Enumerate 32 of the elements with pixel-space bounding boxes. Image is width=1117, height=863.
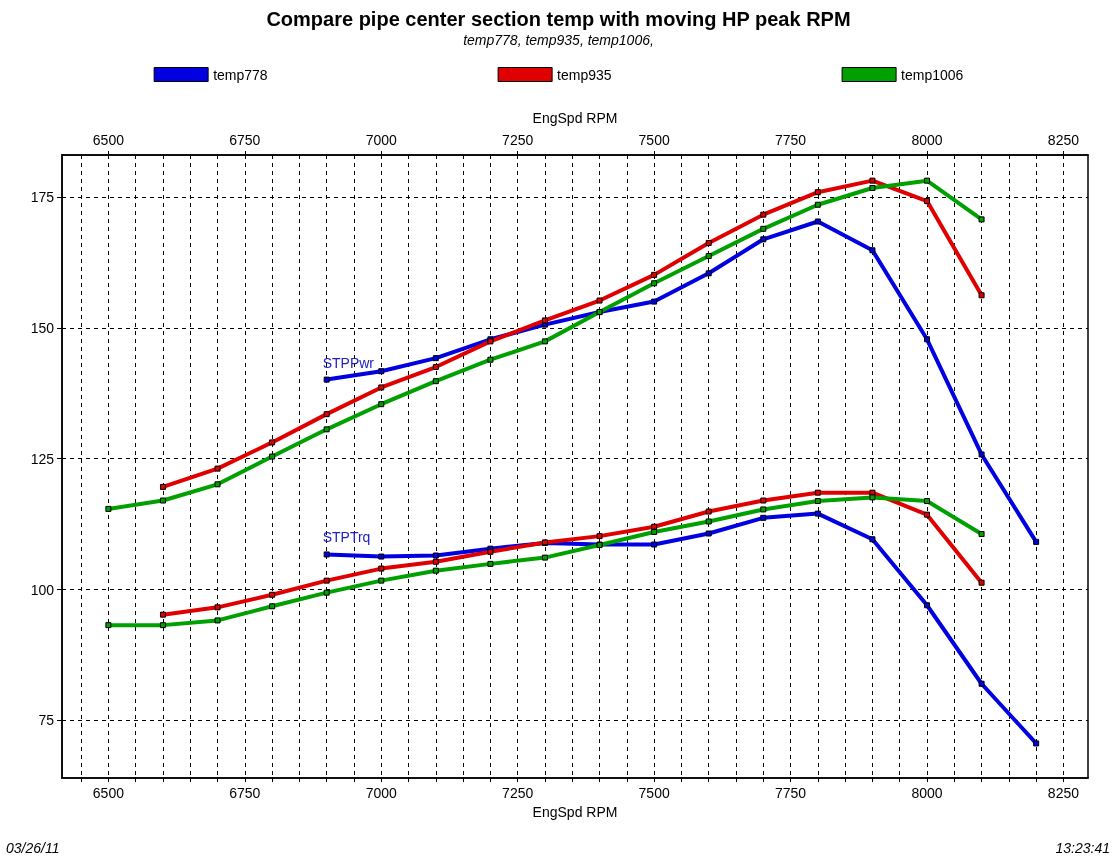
x-tick-label: 8000 [911,785,943,801]
y-tick-label: 150 [30,319,55,336]
x-tick-label: 7500 [638,785,670,801]
y-tick-label: 125 [30,450,55,467]
y-tick-label: 75 [38,712,55,729]
legend-label: temp778 [213,66,268,83]
x-axis-title: EngSpd RPM [532,803,618,820]
x2-tick-label: 7250 [502,132,534,148]
x-tick-label: 7000 [365,785,398,801]
x-tick-label: 7750 [774,785,807,801]
x-tick-label: 6750 [229,785,261,801]
annotation: STPTrq [322,529,371,546]
x2-tick-label: 8250 [1047,132,1080,148]
annotation: STPPwr [322,354,375,371]
x2-tick-label: 7750 [774,132,807,148]
x-tick-label: 7250 [502,785,534,801]
x2-tick-label: 7500 [638,132,670,148]
x-tick-label: 6500 [92,785,125,801]
x2-tick-label: 7000 [365,132,398,148]
x2-tick-label: 8000 [911,132,943,148]
x2-tick-label: 6500 [92,132,125,148]
y-tick-label: 175 [30,188,55,205]
x-tick-label: 8250 [1047,785,1080,801]
y-tick-label: 100 [30,581,55,598]
chart-subtitle: temp778, temp935, temp1006, [463,32,654,48]
x2-axis-title: EngSpd RPM [532,110,618,126]
chart-title: Compare pipe center section temp with moving HP peak RPM [266,8,851,30]
text: 03/26/11 [6,840,60,856]
text: 13:23:41 [1055,840,1110,856]
legend-label: temp1006 [901,66,964,83]
x2-tick-label: 6750 [229,132,261,148]
legend-label: temp935 [557,66,612,83]
